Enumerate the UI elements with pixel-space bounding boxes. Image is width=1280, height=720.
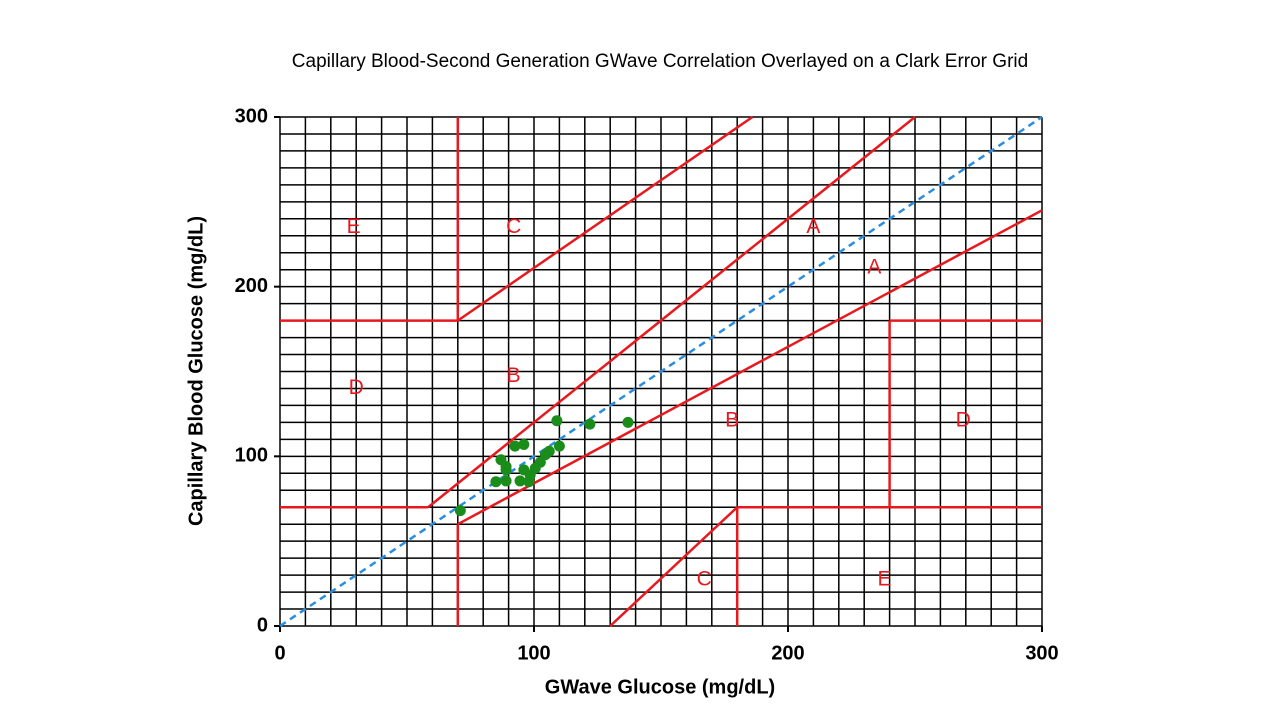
zone-label: A bbox=[806, 215, 820, 238]
zone-label: B bbox=[507, 364, 521, 387]
y-tick-label: 100 bbox=[235, 445, 268, 467]
data-point bbox=[543, 445, 555, 457]
x-tick-label: 200 bbox=[771, 642, 804, 664]
data-point bbox=[500, 464, 512, 476]
zone-line bbox=[609, 506, 739, 627]
zone-label: C bbox=[506, 215, 521, 238]
data-point bbox=[551, 415, 563, 427]
zone-line bbox=[427, 116, 916, 509]
zone-label: E bbox=[347, 215, 361, 238]
data-point bbox=[500, 475, 512, 487]
data-point bbox=[490, 476, 502, 488]
data-point bbox=[514, 475, 526, 487]
y-axis-label: Capillary Blood Glucose (mg/dL) bbox=[185, 216, 207, 526]
zone-label: E bbox=[878, 568, 892, 591]
zone-label: C bbox=[697, 568, 712, 591]
data-point bbox=[518, 438, 530, 450]
zone-label: A bbox=[867, 256, 881, 279]
x-tick-label: 300 bbox=[1025, 642, 1058, 664]
zone-label: D bbox=[349, 376, 364, 399]
data-point bbox=[454, 505, 466, 517]
x-tick-label: 0 bbox=[274, 642, 285, 664]
data-point bbox=[584, 418, 596, 430]
y-tick-label: 300 bbox=[235, 105, 268, 127]
zone-label: D bbox=[956, 408, 971, 431]
zone-label: B bbox=[725, 408, 739, 431]
data-point bbox=[509, 440, 521, 452]
x-axis-label: GWave Glucose (mg/dL) bbox=[545, 676, 775, 698]
y-tick-label: 200 bbox=[235, 275, 268, 297]
reference-line bbox=[279, 115, 1043, 628]
chart-title: Capillary Blood-Second Generation GWave … bbox=[292, 51, 1028, 72]
data-point bbox=[553, 440, 565, 452]
data-point bbox=[622, 416, 634, 428]
zone-line bbox=[457, 209, 1043, 526]
x-tick-label: 100 bbox=[517, 642, 550, 664]
y-tick-label: 0 bbox=[257, 614, 268, 636]
zone-line bbox=[457, 115, 754, 322]
